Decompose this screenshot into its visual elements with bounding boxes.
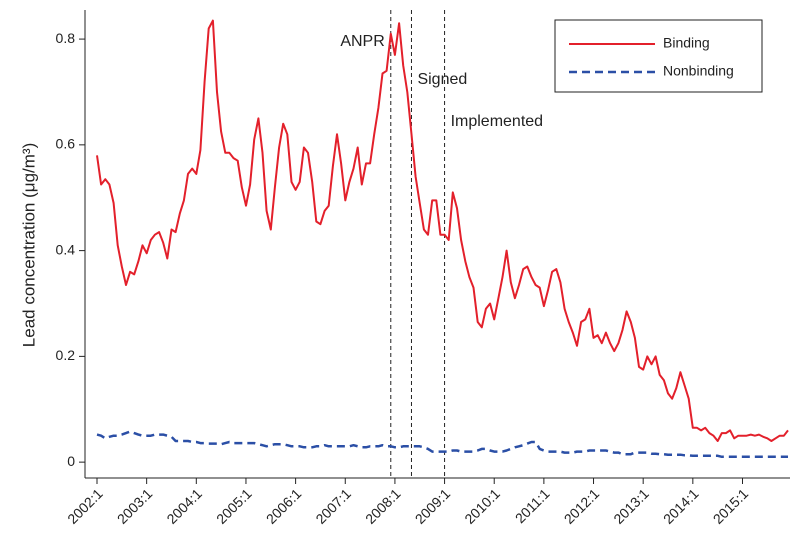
- x-tick-label: 2005:1: [213, 485, 255, 527]
- x-tick-label: 2002:1: [64, 485, 106, 527]
- x-tick-label: 2010:1: [461, 485, 503, 527]
- legend-label: Nonbinding: [663, 63, 734, 79]
- x-tick-label: 2011:1: [512, 485, 553, 526]
- series-line: [96, 19, 789, 442]
- x-tick-label: 2014:1: [660, 485, 702, 527]
- x-tick-label: 2012:1: [561, 485, 603, 527]
- x-tick-label: 2004:1: [163, 485, 205, 527]
- y-tick-label: 0: [67, 453, 75, 469]
- event-label: Implemented: [451, 113, 544, 130]
- x-tick-label: 2009:1: [412, 485, 454, 527]
- legend-label: Binding: [663, 35, 710, 51]
- y-tick-label: 0.6: [56, 136, 76, 152]
- x-tick-label: 2003:1: [114, 485, 156, 527]
- y-tick-label: 0.8: [56, 30, 76, 46]
- x-tick-label: 2008:1: [362, 485, 404, 527]
- x-tick-label: 2013:1: [610, 485, 652, 527]
- series-line: [96, 430, 788, 459]
- x-tick-label: 2015:1: [710, 485, 752, 527]
- y-tick-label: 0.2: [56, 347, 76, 363]
- legend-box: [554, 19, 763, 93]
- y-tick-label: 0.4: [56, 241, 76, 257]
- x-tick-label: 2007:1: [312, 485, 354, 527]
- event-label: ANPR: [340, 33, 384, 50]
- x-tick-label: 2006:1: [263, 485, 305, 527]
- y-axis-label: Lead concentration (μg/m³): [19, 143, 38, 347]
- event-label: Signed: [417, 71, 467, 88]
